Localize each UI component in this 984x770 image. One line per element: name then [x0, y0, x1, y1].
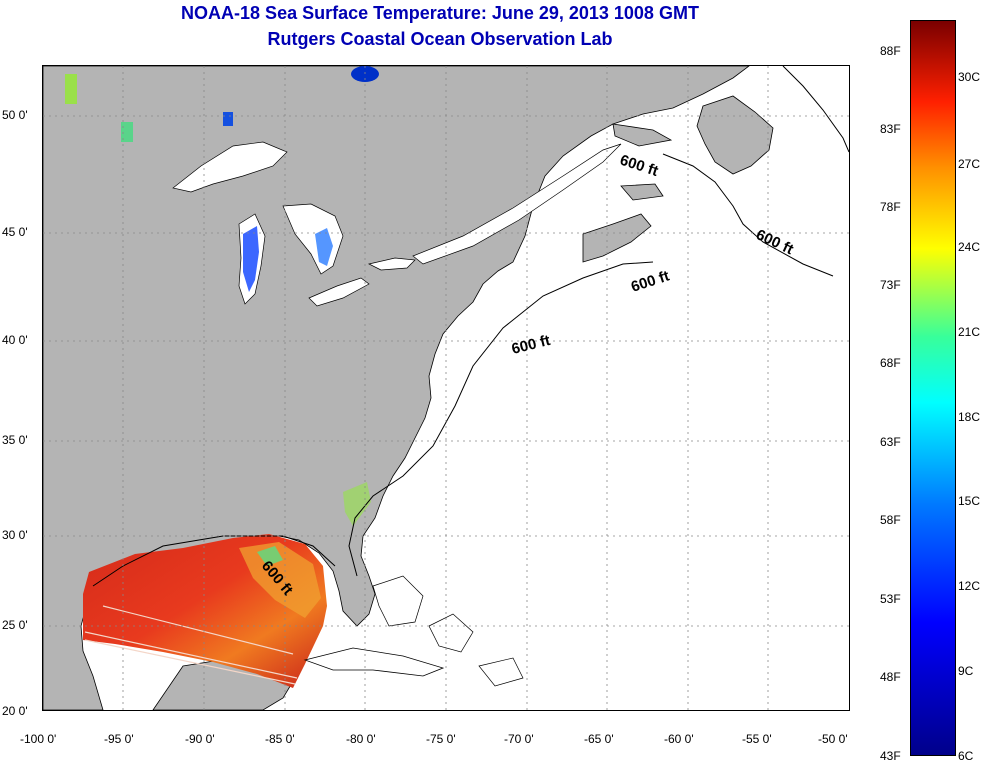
contour-label: 600 ft — [510, 332, 552, 358]
lat-tick-label: 50 0' — [2, 108, 28, 122]
colorbar-c-label: 6C — [958, 749, 974, 763]
land-anticosti — [612, 123, 673, 147]
colorbar-f-label: 88F — [880, 44, 901, 58]
contour-label: 600 ft — [618, 152, 661, 180]
lat-tick-label: 35 0' — [2, 433, 28, 447]
colorbar-f-label: 73F — [880, 278, 901, 292]
lake-erie — [308, 277, 370, 307]
lon-tick-label: -95 0' — [104, 732, 134, 746]
lat-tick-label: 45 0' — [2, 225, 28, 239]
sst-map-svg: 600 ft 600 ft 600 ft 600 ft 600 ft — [43, 66, 849, 710]
colorbar-f-label: 68F — [880, 356, 901, 370]
sst-gulf-green-patch — [257, 546, 283, 566]
colorbar-c-label: 9C — [958, 664, 974, 678]
sst-swath-streaks — [84, 605, 298, 685]
colorbar-f-label: 83F — [880, 122, 901, 136]
sst-atlantic-patch — [343, 482, 371, 526]
lat-lon-grid — [43, 66, 849, 710]
contour-label: 600 ft — [629, 268, 672, 296]
colorbar-c-label: 27C — [958, 157, 981, 171]
sst-lake-manitoba — [121, 122, 133, 142]
st-lawrence — [412, 143, 622, 265]
lat-tick-label: 20 0' — [2, 704, 28, 718]
colorbar-c-label: 30C — [958, 70, 981, 84]
sst-lake-michigan — [243, 226, 259, 292]
lon-tick-label: -80 0' — [346, 732, 376, 746]
sst-lake-huron — [315, 228, 333, 266]
lat-tick-label: 30 0' — [2, 528, 28, 542]
lat-tick-label: 25 0' — [2, 618, 28, 632]
colorbar-f-label: 43F — [880, 749, 901, 763]
lon-tick-label: -70 0' — [504, 732, 534, 746]
colorbar-f-label: 58F — [880, 513, 901, 527]
lon-tick-label: -100 0' — [20, 732, 57, 746]
sst-small-lake — [223, 112, 233, 126]
colorbar-f-label: 48F — [880, 670, 901, 684]
land-pei — [620, 183, 664, 201]
map-subtitle: Rutgers Coastal Ocean Observation Lab — [267, 29, 613, 49]
bahamas-contours — [372, 575, 524, 687]
colorbar-c-label: 15C — [958, 494, 981, 508]
contour-label: 600 ft — [753, 226, 796, 258]
lon-tick-label: -50 0' — [818, 732, 848, 746]
lon-tick-label: -55 0' — [742, 732, 772, 746]
sst-gulf-warm-band — [239, 542, 321, 618]
colorbar-f-label: 63F — [880, 435, 901, 449]
lake-ontario — [367, 257, 416, 271]
colorbar-f-label: 53F — [880, 592, 901, 606]
land-cuba — [303, 647, 445, 677]
land-nova-scotia — [582, 213, 652, 263]
lon-tick-label: -75 0' — [426, 732, 456, 746]
lon-tick-label: -90 0' — [185, 732, 215, 746]
colorbar-c-label: 24C — [958, 240, 981, 254]
sst-lake-winnipeg — [65, 74, 77, 104]
colorbar-c-label: 12C — [958, 579, 981, 593]
lon-tick-label: -65 0' — [584, 732, 614, 746]
temperature-colorbar — [910, 20, 956, 756]
lat-tick-label: 40 0' — [2, 333, 28, 347]
lon-tick-label: -85 0' — [265, 732, 295, 746]
colorbar-c-label: 18C — [958, 410, 981, 424]
colorbar-f-label: 78F — [880, 200, 901, 214]
colorbar-c-label: 21C — [958, 325, 981, 339]
lake-superior — [172, 141, 288, 193]
land-newfoundland — [696, 95, 774, 175]
sst-map-plot: 600 ft 600 ft 600 ft 600 ft 600 ft — [42, 65, 850, 711]
shelf-contour-600ft — [92, 66, 849, 587]
lon-tick-label: -60 0' — [664, 732, 694, 746]
map-title: NOAA-18 Sea Surface Temperature: June 29… — [181, 3, 699, 23]
